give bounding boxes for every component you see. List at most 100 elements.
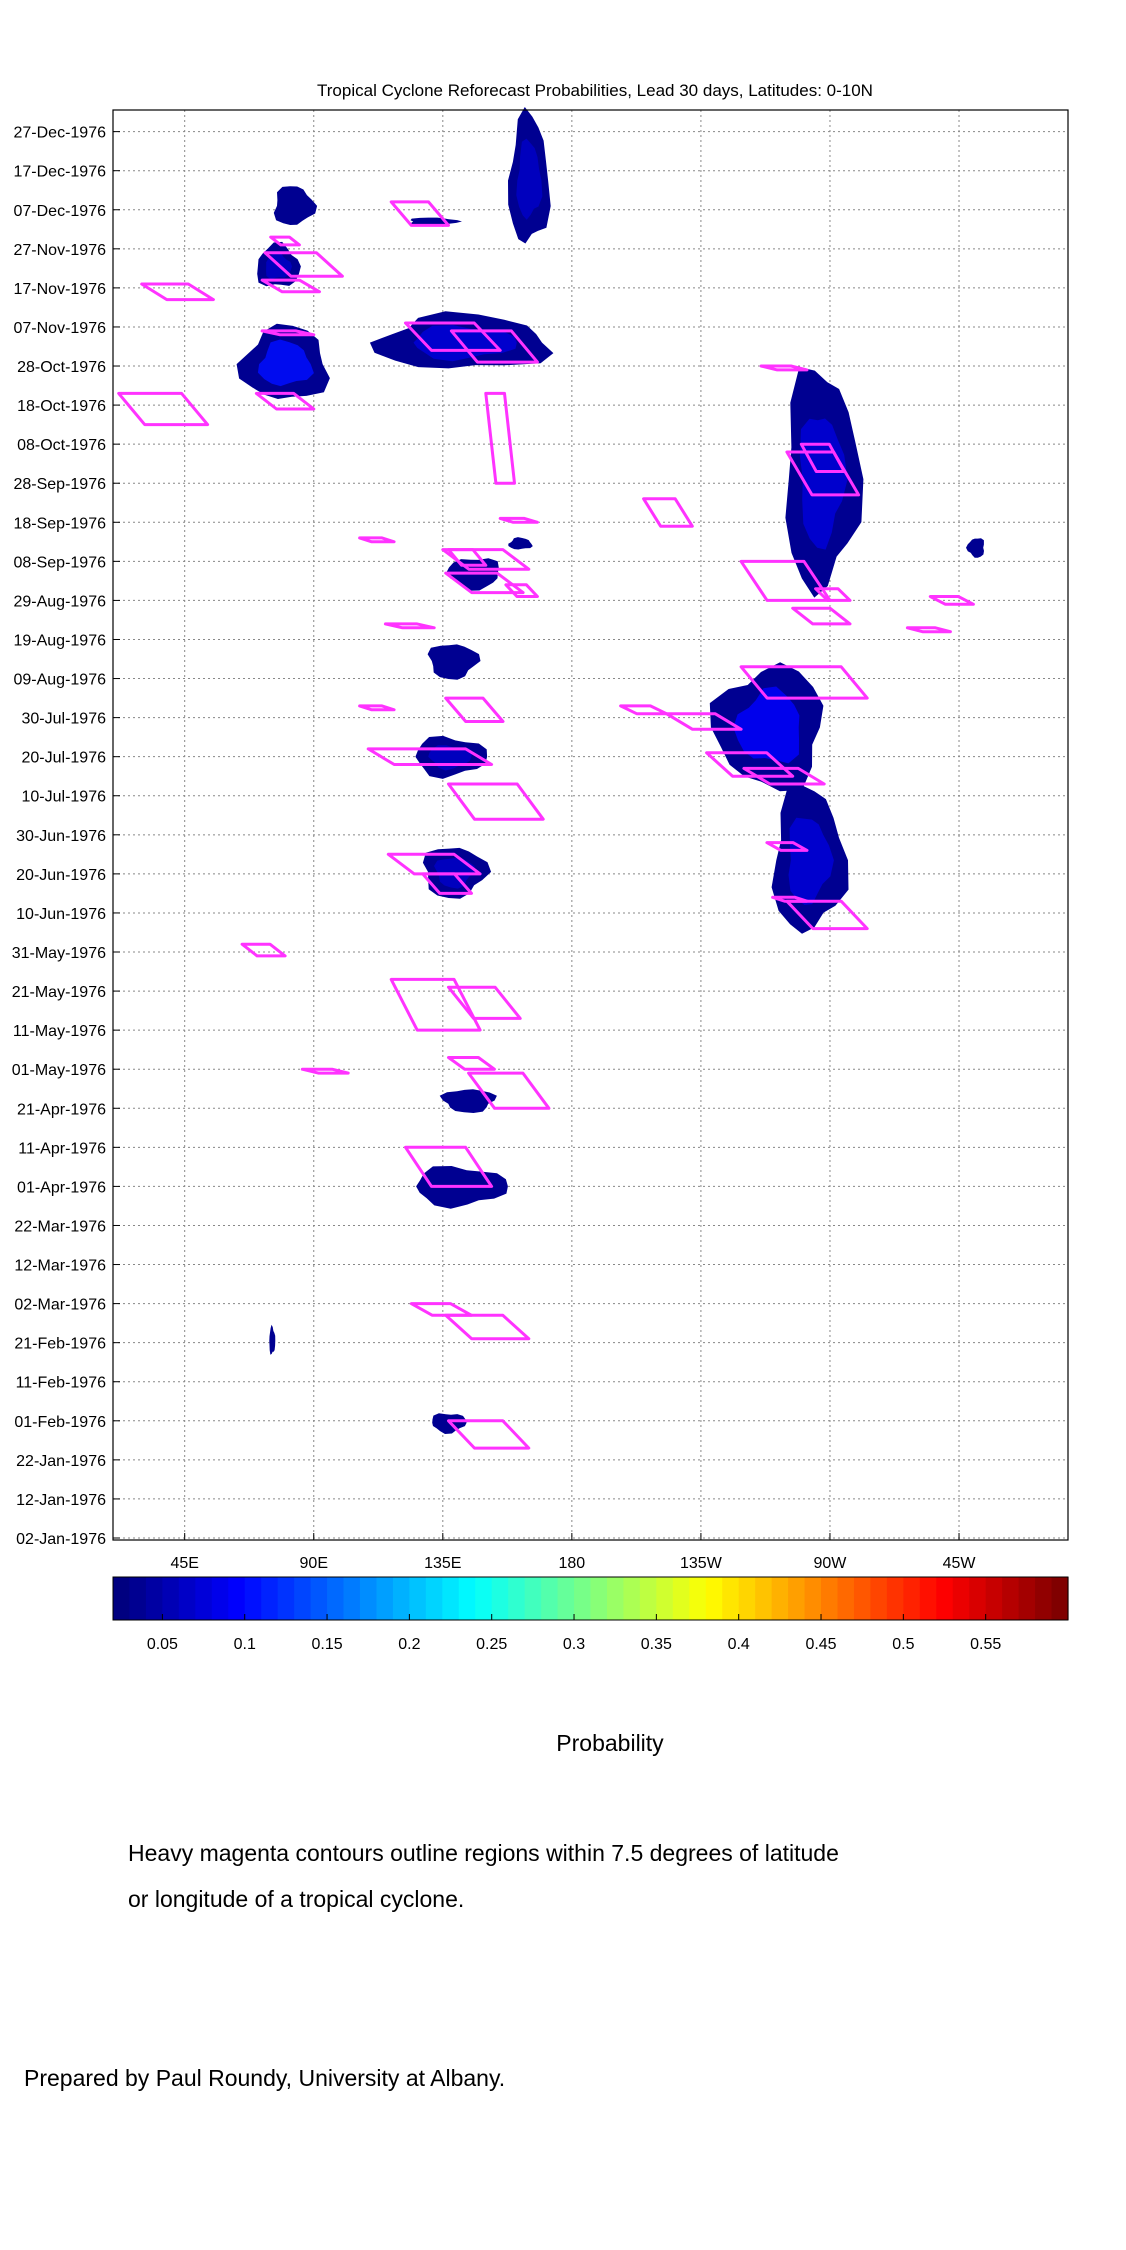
cyclone-contour [467,1071,551,1110]
colorbar-swatch [359,1577,378,1620]
cyclone-contour [742,766,826,786]
y-tick-label: 07-Dec-1976 [14,203,107,220]
y-tick-label: 21-Apr-1976 [17,1101,106,1118]
cyclone-contour [444,571,525,595]
y-tick-label: 01-May-1976 [12,1062,106,1079]
probability-region-core [413,325,517,362]
colorbar-tick-label: 0.35 [641,1636,672,1653]
cyclone-contour [785,899,869,931]
colorbar-swatch [1002,1577,1020,1620]
colorbar-swatch [886,1577,904,1620]
colorbar-swatch [985,1577,1003,1620]
y-tick-label: 27-Nov-1976 [14,242,107,259]
cyclone-contour [386,852,482,876]
y-tick-label: 18-Oct-1976 [17,398,106,415]
cyclone-contour [785,450,861,497]
colorbar-swatch [211,1577,229,1620]
cyclone-contour [383,622,436,630]
cyclone-contour [928,595,975,606]
cyclone-contour [484,391,516,485]
plot-frame [112,109,1069,1541]
caption-line-2: or longitude of a tropical cyclone. [128,1886,465,1912]
colorbar-swatch [755,1577,773,1620]
colorbar-swatch [870,1577,888,1620]
y-tick-label: 28-Oct-1976 [17,359,106,376]
cyclone-contour [759,364,809,372]
colorbar-swatch [392,1577,410,1620]
colorbar-swatch [508,1577,526,1620]
probability-region [273,186,318,225]
y-tick-label: 22-Jan-1976 [16,1453,106,1470]
colorbar-tick-label: 0.5 [892,1636,914,1653]
colorbar-swatch [623,1577,641,1620]
colorbar-swatch [524,1577,542,1620]
colorbar-swatch [853,1577,872,1620]
probability-region [439,1089,497,1113]
y-tick-label: 22-Mar-1976 [14,1218,106,1235]
cyclone-contour [799,442,846,473]
cyclone-contour [642,497,694,528]
y-tick-label: 17-Nov-1976 [14,281,107,298]
colorbar-swatch [178,1577,196,1620]
cyclone-contour [498,516,539,524]
x-tick-label: 135E [424,1555,461,1572]
colorbar-swatch [442,1577,460,1620]
y-tick-label: 28-Sep-1976 [13,476,106,493]
colorbar-swatch [491,1577,509,1620]
probability-region [269,1324,276,1355]
colorbar-tick-label: 0.55 [970,1636,1001,1653]
grid-lines [113,110,1068,1540]
colorbar-swatch [722,1577,740,1620]
colorbar-swatch [574,1577,592,1620]
y-tick-label: 08-Oct-1976 [17,437,106,454]
y-tick-label: 01-Feb-1976 [14,1414,106,1431]
caption-line-1: Heavy magenta contours outline regions w… [128,1840,839,1866]
colorbar-tick-label: 0.2 [398,1636,420,1653]
colorbar-swatch [458,1577,476,1620]
colorbar-swatch [195,1577,213,1620]
cyclone-contour [447,1056,496,1071]
colorbar-swatch [936,1577,954,1620]
cyclone-contour [254,391,316,411]
cyclone-contour [791,606,852,626]
cyclone-contour [447,985,522,1020]
colorbar-swatch [1051,1577,1069,1620]
y-tick-label: 08-Sep-1976 [13,554,106,571]
probability-region [427,644,481,680]
y-tick-label: 31-May-1976 [12,945,106,962]
cyclone-contour [905,626,952,634]
cyclone-contour [300,1067,350,1075]
y-tick-label: 20-Jun-1976 [16,867,106,884]
colorbar-swatch [261,1577,279,1620]
cyclone-contour [421,872,473,895]
colorbar-swatch [606,1577,625,1620]
credit-text: Prepared by Paul Roundy, University at A… [24,2065,506,2091]
cyclone-contour [441,548,531,571]
cyclone-contour [358,704,396,712]
cyclone-contour [404,1145,494,1188]
colorbar-swatch [738,1577,756,1620]
colorbar-tick-label: 0.25 [476,1636,507,1653]
probability-region-core [788,817,834,905]
y-tick-label: 30-Jul-1976 [22,711,107,728]
colorbar-swatch [541,1577,559,1620]
plot-area-background [113,110,1068,1540]
cyclone-contour [705,751,795,778]
y-tick-label: 10-Jun-1976 [16,906,106,923]
cyclone-contour [814,587,852,602]
cyclone-contour [263,251,344,278]
y-tick-label: 17-Dec-1976 [14,164,107,181]
colorbar-swatch [952,1577,970,1620]
colorbar-swatch [244,1577,262,1620]
y-tick-label: 12-Mar-1976 [14,1258,106,1275]
colorbar-swatch [557,1577,575,1620]
colorbar-label: Probability [556,1730,664,1756]
probability-region-core [257,339,314,387]
chart-title: Tropical Cyclone Reforecast Probabilitie… [317,81,873,100]
y-tick-label: 20-Jul-1976 [22,750,107,767]
colorbar-swatch [821,1577,839,1620]
colorbar-tick-label: 0.4 [728,1636,750,1653]
probability-region [966,538,984,558]
probability-region-core [516,138,543,220]
